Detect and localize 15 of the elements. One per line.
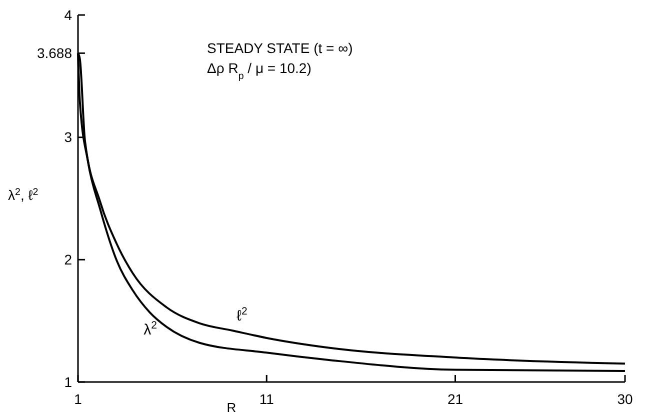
y-axis-title: λ$^{2}$, ℓ$^{2}$ [8,186,38,203]
annotation: Δρ R$_{p}$ / μ = 10.2) [207,60,312,82]
x-axis-title: R [226,400,236,415]
x-tick-label: 30 [617,391,633,407]
annotation: STEADY STATE (t = ∞) [207,40,353,56]
series-label: ℓ$^{2}$ [236,306,248,325]
y-tick-label: 1 [64,374,72,390]
y-tick-label: 3.688 [36,45,72,62]
y-tick-label: 3 [64,129,72,146]
x-tick-label: 11 [259,391,274,407]
series-label: λ$^{2}$ [144,319,158,338]
x-tick-label: 1 [74,391,82,407]
y-tick-label: 2 [64,252,72,268]
y-tick-label: 4 [64,6,72,23]
x-tick-label: 21 [447,391,464,407]
